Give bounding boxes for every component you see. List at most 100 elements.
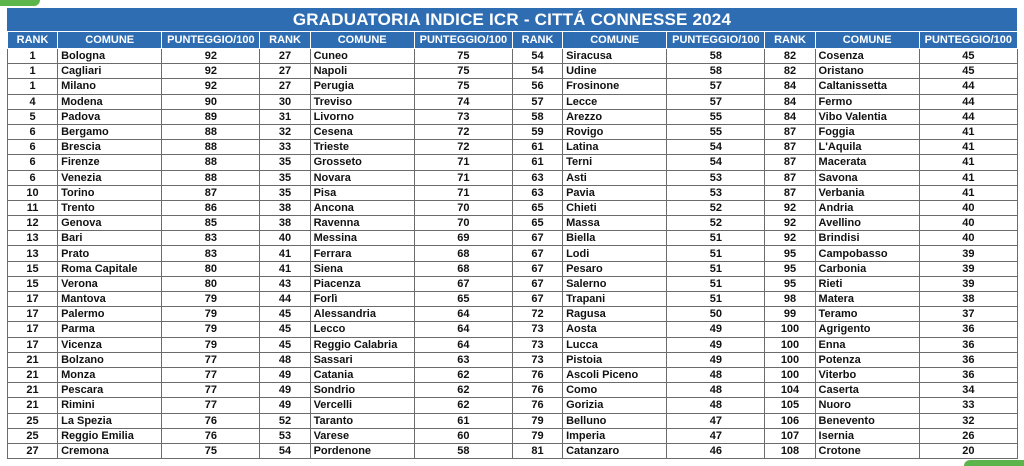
score-cell: 77	[161, 397, 261, 414]
score-cell: 40	[918, 230, 1018, 247]
rank-cell: 45	[259, 336, 311, 353]
rank-cell: 1	[6, 63, 59, 80]
city-name: Trento	[57, 199, 163, 217]
score-cell: 62	[413, 366, 513, 384]
city-name: Ragusa	[562, 306, 668, 323]
city-name: Crotone	[814, 442, 920, 460]
score-cell: 51	[666, 230, 766, 247]
rank-cell: 53	[259, 427, 311, 444]
rank-cell: 56	[511, 78, 564, 95]
table-row: 17 Parma 79 45 Lecco 64 73 Aosta 49 100 Agrigento 3…	[6, 321, 1018, 338]
rank-cell: 6	[6, 123, 59, 141]
city-name: Ancona	[309, 199, 415, 217]
table-row: 21 Monza 77 49 Catania 62 76 Ascoli Piceno 48 100…	[6, 366, 1018, 384]
city-name: Reggio Calabria	[309, 336, 415, 353]
score-cell: 44	[918, 108, 1018, 125]
city-name: Torino	[57, 184, 163, 201]
column-header: PUNTEGGIO/100	[413, 31, 513, 49]
rank-cell: 35	[259, 154, 311, 171]
rank-cell: 6	[6, 154, 59, 171]
rank-cell: 11	[6, 199, 59, 217]
city-name: Caserta	[814, 382, 920, 399]
city-name: Oristano	[814, 63, 920, 80]
score-cell: 58	[413, 442, 513, 460]
rank-cell: 57	[511, 93, 564, 110]
score-cell: 48	[666, 397, 766, 414]
city-name: Lucca	[562, 336, 668, 353]
score-cell: 80	[161, 275, 261, 293]
score-cell: 53	[666, 169, 766, 186]
table: RANK COMUNE PUNTEGGIO/100 RANK COMUNE PUNTEGG…	[6, 31, 1018, 460]
rank-cell: 61	[511, 154, 564, 171]
city-name: Gorizia	[562, 397, 668, 414]
score-cell: 41	[918, 139, 1018, 156]
table-row: 25 Reggio Emilia 76 53 Varese 60 79 Imperia 47 10…	[6, 427, 1018, 444]
rank-cell: 67	[511, 260, 564, 277]
score-cell: 58	[666, 47, 766, 65]
rank-cell: 17	[6, 321, 59, 338]
rank-cell: 5	[6, 108, 59, 125]
score-cell: 51	[666, 275, 766, 293]
score-cell: 76	[161, 412, 261, 429]
rank-cell: 87	[764, 123, 816, 141]
rank-cell: 73	[511, 321, 564, 338]
city-name: Pescara	[57, 382, 163, 399]
city-name: Chieti	[562, 199, 668, 217]
city-name: Carbonia	[814, 260, 920, 277]
rank-cell: 99	[764, 306, 816, 323]
rank-cell: 41	[259, 245, 311, 262]
rank-cell: 27	[259, 47, 311, 65]
score-cell: 51	[666, 290, 766, 308]
table-row: 27 Cremona 75 54 Pordenone 58 81 Catanzaro 46 108…	[6, 442, 1018, 460]
city-name: Vercelli	[309, 397, 415, 414]
rank-cell: 73	[511, 336, 564, 353]
score-cell: 45	[918, 47, 1018, 65]
score-cell: 68	[413, 260, 513, 277]
score-cell: 70	[413, 199, 513, 217]
score-cell: 62	[413, 397, 513, 414]
score-cell: 57	[666, 93, 766, 110]
city-name: Genova	[57, 215, 163, 232]
score-cell: 44	[918, 78, 1018, 95]
rank-cell: 17	[6, 290, 59, 308]
score-cell: 52	[666, 199, 766, 217]
score-cell: 55	[666, 123, 766, 141]
score-cell: 77	[161, 382, 261, 399]
city-name: Padova	[57, 108, 163, 125]
column-header: PUNTEGGIO/100	[666, 31, 766, 49]
score-cell: 71	[413, 169, 513, 186]
table-row: 21 Bolzano 77 48 Sassari 63 73 Pistoia 49 100 Pote…	[6, 351, 1018, 368]
rank-cell: 100	[764, 336, 816, 353]
rank-cell: 6	[6, 139, 59, 156]
column-header: COMUNE	[814, 31, 920, 49]
table-row: 4 Modena 90 30 Treviso 74 57 Lecce 57 84 Fermo 44	[6, 93, 1018, 110]
city-name: Parma	[57, 321, 163, 338]
rank-cell: 31	[259, 108, 311, 125]
city-name: Imperia	[562, 427, 668, 444]
rank-cell: 105	[764, 397, 816, 414]
table-row: 10 Torino 87 35 Pisa 71 63 Pavia 53 87 Verbania 41	[6, 184, 1018, 201]
city-name: Roma Capitale	[57, 260, 163, 277]
rank-cell: 82	[764, 63, 816, 80]
rank-cell: 15	[6, 275, 59, 293]
city-name: Bergamo	[57, 123, 163, 141]
table-row: 25 La Spezia 76 52 Taranto 61 79 Belluno 47 106 Be…	[6, 412, 1018, 429]
rank-cell: 84	[764, 108, 816, 125]
table-row: 12 Genova 85 38 Ravenna 70 65 Massa 52 92 Avellino…	[6, 215, 1018, 232]
city-name: Trieste	[309, 139, 415, 156]
city-name: Potenza	[814, 351, 920, 368]
city-name: Savona	[814, 169, 920, 186]
rank-cell: 49	[259, 366, 311, 384]
city-name: Brindisi	[814, 230, 920, 247]
score-cell: 60	[413, 427, 513, 444]
score-cell: 75	[161, 442, 261, 460]
rank-cell: 106	[764, 412, 816, 429]
score-cell: 48	[666, 382, 766, 399]
rank-cell: 21	[6, 366, 59, 384]
column-header: COMUNE	[57, 31, 163, 49]
city-name: Ravenna	[309, 215, 415, 232]
rank-cell: 63	[511, 184, 564, 201]
score-cell: 32	[918, 412, 1018, 429]
score-cell: 58	[666, 63, 766, 80]
